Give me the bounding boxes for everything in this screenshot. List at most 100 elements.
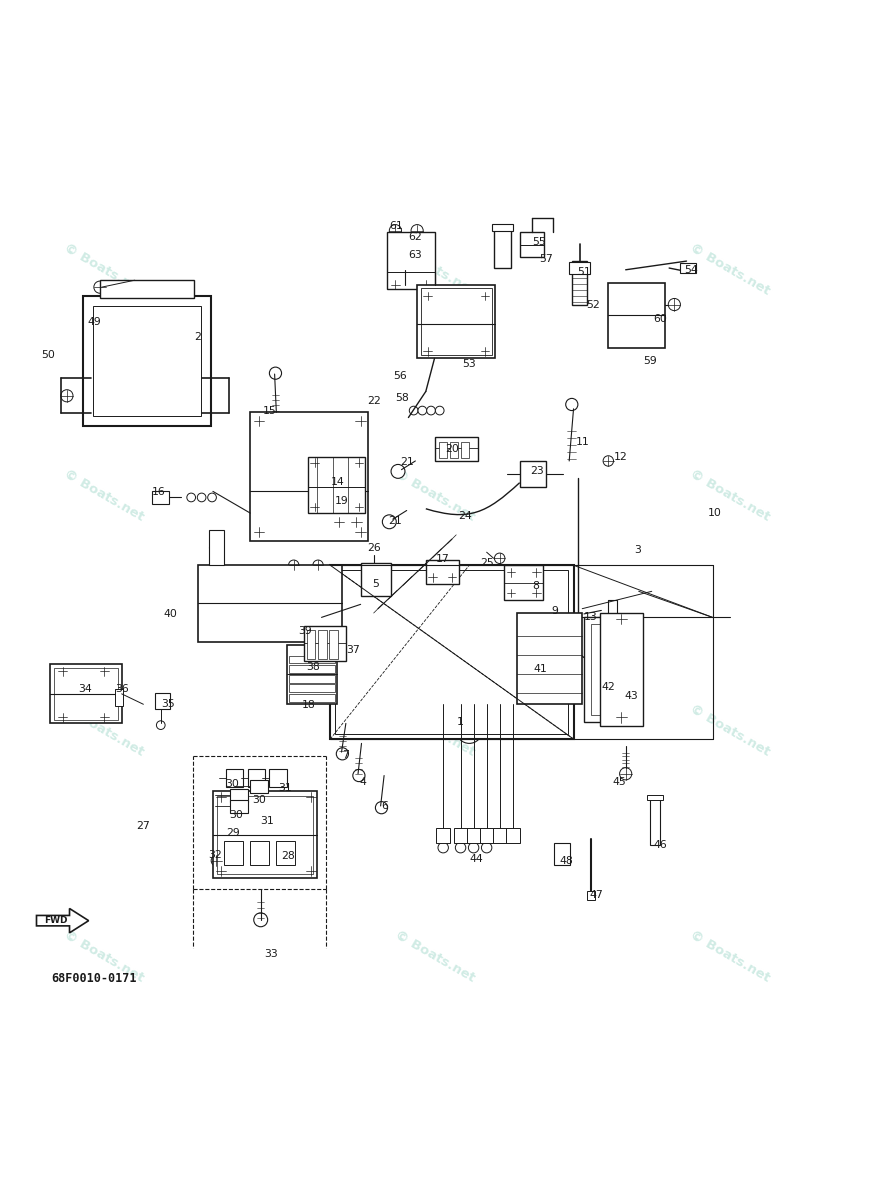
Circle shape xyxy=(411,224,423,236)
Circle shape xyxy=(363,574,381,592)
Bar xyxy=(647,794,663,800)
Circle shape xyxy=(603,619,614,630)
Bar xyxy=(494,229,511,268)
Circle shape xyxy=(197,493,206,502)
Circle shape xyxy=(209,541,223,554)
Text: 48: 48 xyxy=(560,856,574,865)
Bar xyxy=(152,491,169,504)
Text: 17: 17 xyxy=(435,554,449,564)
Circle shape xyxy=(306,792,316,803)
Circle shape xyxy=(462,706,476,720)
Text: 10: 10 xyxy=(707,508,721,518)
Bar xyxy=(600,613,643,726)
Text: 19: 19 xyxy=(335,496,348,506)
Bar xyxy=(650,797,660,845)
Bar xyxy=(439,442,447,458)
Text: 42: 42 xyxy=(601,682,615,692)
Bar xyxy=(520,461,546,487)
Circle shape xyxy=(507,568,515,576)
Text: 8: 8 xyxy=(533,581,540,592)
Circle shape xyxy=(547,667,556,676)
Bar xyxy=(454,828,468,844)
Text: 9: 9 xyxy=(551,606,558,617)
Circle shape xyxy=(497,667,511,680)
Circle shape xyxy=(520,694,541,715)
Text: 23: 23 xyxy=(530,466,544,475)
Circle shape xyxy=(355,415,366,426)
Circle shape xyxy=(603,456,614,466)
Text: 26: 26 xyxy=(367,542,381,553)
Bar xyxy=(289,694,335,702)
Text: 47: 47 xyxy=(589,889,603,900)
Text: 60: 60 xyxy=(653,314,667,324)
Circle shape xyxy=(423,292,432,300)
Bar xyxy=(450,442,458,458)
Text: © Boats.net: © Boats.net xyxy=(392,241,477,298)
Text: © Boats.net: © Boats.net xyxy=(392,928,477,984)
Text: © Boats.net: © Boats.net xyxy=(687,468,773,524)
Circle shape xyxy=(100,667,109,676)
Circle shape xyxy=(421,281,430,289)
Bar xyxy=(248,769,265,787)
Bar xyxy=(54,667,118,720)
Circle shape xyxy=(334,516,344,527)
Circle shape xyxy=(547,686,556,695)
Circle shape xyxy=(497,692,511,707)
Bar xyxy=(289,674,335,683)
Circle shape xyxy=(456,718,482,743)
Bar xyxy=(217,796,313,874)
Bar xyxy=(493,828,507,844)
Circle shape xyxy=(566,398,578,410)
Text: 43: 43 xyxy=(624,690,638,701)
Text: 56: 56 xyxy=(393,371,407,380)
Text: 36: 36 xyxy=(115,684,129,694)
Circle shape xyxy=(375,802,388,814)
Circle shape xyxy=(389,224,401,236)
Circle shape xyxy=(547,648,556,656)
Text: 55: 55 xyxy=(532,236,546,247)
Text: 62: 62 xyxy=(408,232,422,241)
Circle shape xyxy=(468,842,479,853)
Circle shape xyxy=(94,281,106,293)
Circle shape xyxy=(397,671,428,702)
Circle shape xyxy=(289,560,299,570)
Text: 41: 41 xyxy=(534,664,547,673)
Text: 22: 22 xyxy=(367,396,381,406)
Circle shape xyxy=(532,568,541,576)
Text: 39: 39 xyxy=(298,626,312,636)
Polygon shape xyxy=(36,908,89,932)
Bar xyxy=(584,617,632,721)
Circle shape xyxy=(355,527,366,538)
Text: 12: 12 xyxy=(614,451,627,462)
Circle shape xyxy=(481,292,489,300)
Text: 31: 31 xyxy=(278,782,292,793)
Text: 31: 31 xyxy=(260,816,274,826)
Circle shape xyxy=(208,493,216,502)
Text: 16: 16 xyxy=(151,487,165,497)
Text: 49: 49 xyxy=(88,317,102,326)
Text: 63: 63 xyxy=(408,250,422,260)
Bar xyxy=(289,655,335,664)
Bar xyxy=(230,800,248,812)
Circle shape xyxy=(668,299,680,311)
Circle shape xyxy=(481,842,492,853)
Text: © Boats.net: © Boats.net xyxy=(687,241,773,298)
Text: 57: 57 xyxy=(539,254,553,264)
Text: 25: 25 xyxy=(480,558,494,568)
Text: 13: 13 xyxy=(584,612,598,622)
Bar xyxy=(506,828,520,844)
Circle shape xyxy=(351,516,362,527)
Bar xyxy=(461,442,469,458)
Text: 15: 15 xyxy=(262,406,276,415)
Text: © Boats.net: © Boats.net xyxy=(62,468,147,524)
Text: 6: 6 xyxy=(381,800,388,811)
Bar xyxy=(467,828,481,844)
Bar xyxy=(680,263,696,274)
Text: 38: 38 xyxy=(306,662,320,672)
Circle shape xyxy=(216,866,226,876)
Circle shape xyxy=(616,712,627,722)
Text: 35: 35 xyxy=(161,700,175,709)
Text: 1: 1 xyxy=(457,716,464,727)
Text: 30: 30 xyxy=(229,810,243,820)
Circle shape xyxy=(100,713,109,721)
